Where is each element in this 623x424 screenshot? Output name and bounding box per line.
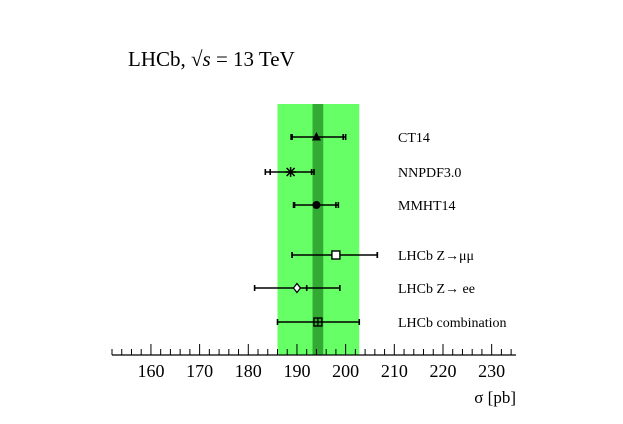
- data-point: [312, 201, 321, 209]
- series-lhcb-z-ee: [253, 282, 341, 294]
- data-point: [313, 317, 323, 327]
- series-nnpdf3-0: [264, 167, 315, 177]
- x-tick-label: 210: [381, 361, 408, 381]
- data-point: [331, 250, 341, 260]
- x-tick-label: 190: [283, 361, 310, 381]
- data-point: [285, 167, 296, 177]
- series-label: CT14: [398, 131, 430, 146]
- series-labels: CT14 NNPDF3.0 MMHT14 LHCb Z→μμ LHCb Z→ ee LHC…: [398, 131, 507, 331]
- data-point: [292, 282, 302, 294]
- x-tick-label: 170: [186, 361, 213, 381]
- x-tick-label: 200: [332, 361, 359, 381]
- series-mmht14: [292, 201, 340, 209]
- series-label: LHCb Z→μμ: [398, 249, 474, 264]
- x-tick-label: 230: [478, 361, 505, 381]
- data-point: [311, 132, 321, 141]
- chart-title: LHCb, √s = 13 TeV: [128, 47, 295, 71]
- series-label: LHCb combination: [398, 316, 507, 331]
- x-axis-label: σ [pb]: [474, 388, 516, 407]
- x-tick-label: 180: [235, 361, 262, 381]
- band-inner: [312, 104, 324, 355]
- series-lhcb-combination: [276, 317, 361, 327]
- series-lhcb-z-: [291, 250, 379, 260]
- theory-band: [277, 104, 360, 355]
- series-layer: [253, 132, 379, 327]
- x-tick-label: 160: [137, 361, 164, 381]
- series-label: MMHT14: [398, 199, 456, 214]
- series-ct14: [290, 132, 347, 141]
- series-label: NNPDF3.0: [398, 166, 461, 181]
- x-axis: 160 170 180 190 200 210 220 230: [111, 344, 516, 381]
- series-label: LHCb Z→ ee: [398, 282, 475, 297]
- x-tick-label: 220: [429, 361, 456, 381]
